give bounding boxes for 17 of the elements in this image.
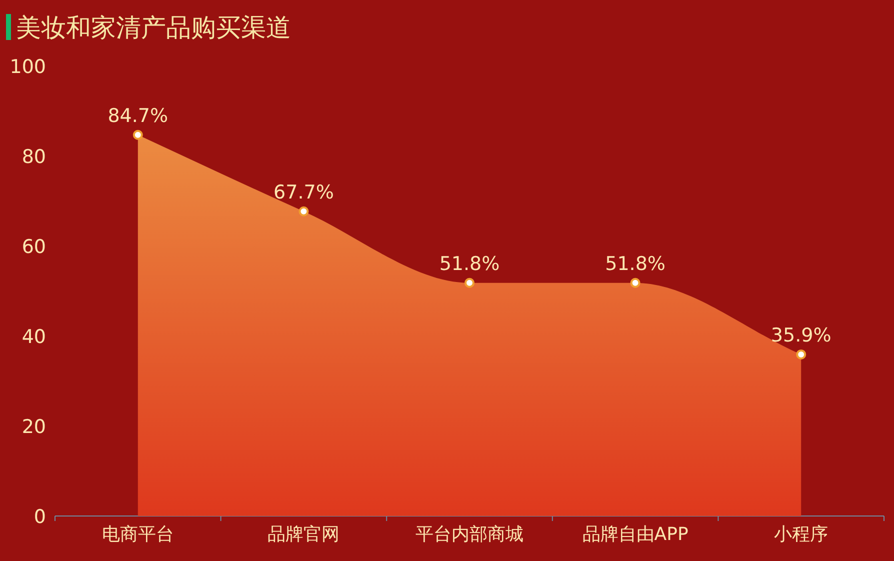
x-tick-label: 品牌官网 [268,524,340,545]
chart-title: 美妆和家清产品购买渠道 [16,13,291,42]
data-label: 67.7% [274,181,334,204]
data-label: 84.7% [108,104,168,127]
x-tick-label: 平台内部商城 [416,524,524,545]
y-tick-label: 100 [10,56,46,78]
x-tick-label: 电商平台 [102,524,174,545]
data-label: 51.8% [605,252,666,275]
y-tick-label: 60 [22,236,46,258]
data-label: 51.8% [439,252,500,275]
y-tick-label: 80 [22,146,46,168]
x-tick-label: 小程序 [774,524,828,545]
y-tick-label: 0 [34,506,46,528]
y-tick-label: 20 [22,416,46,438]
data-label: 35.9% [770,324,832,346]
x-tick-label: 品牌自由APP [582,524,688,545]
y-tick-label: 40 [22,326,46,348]
